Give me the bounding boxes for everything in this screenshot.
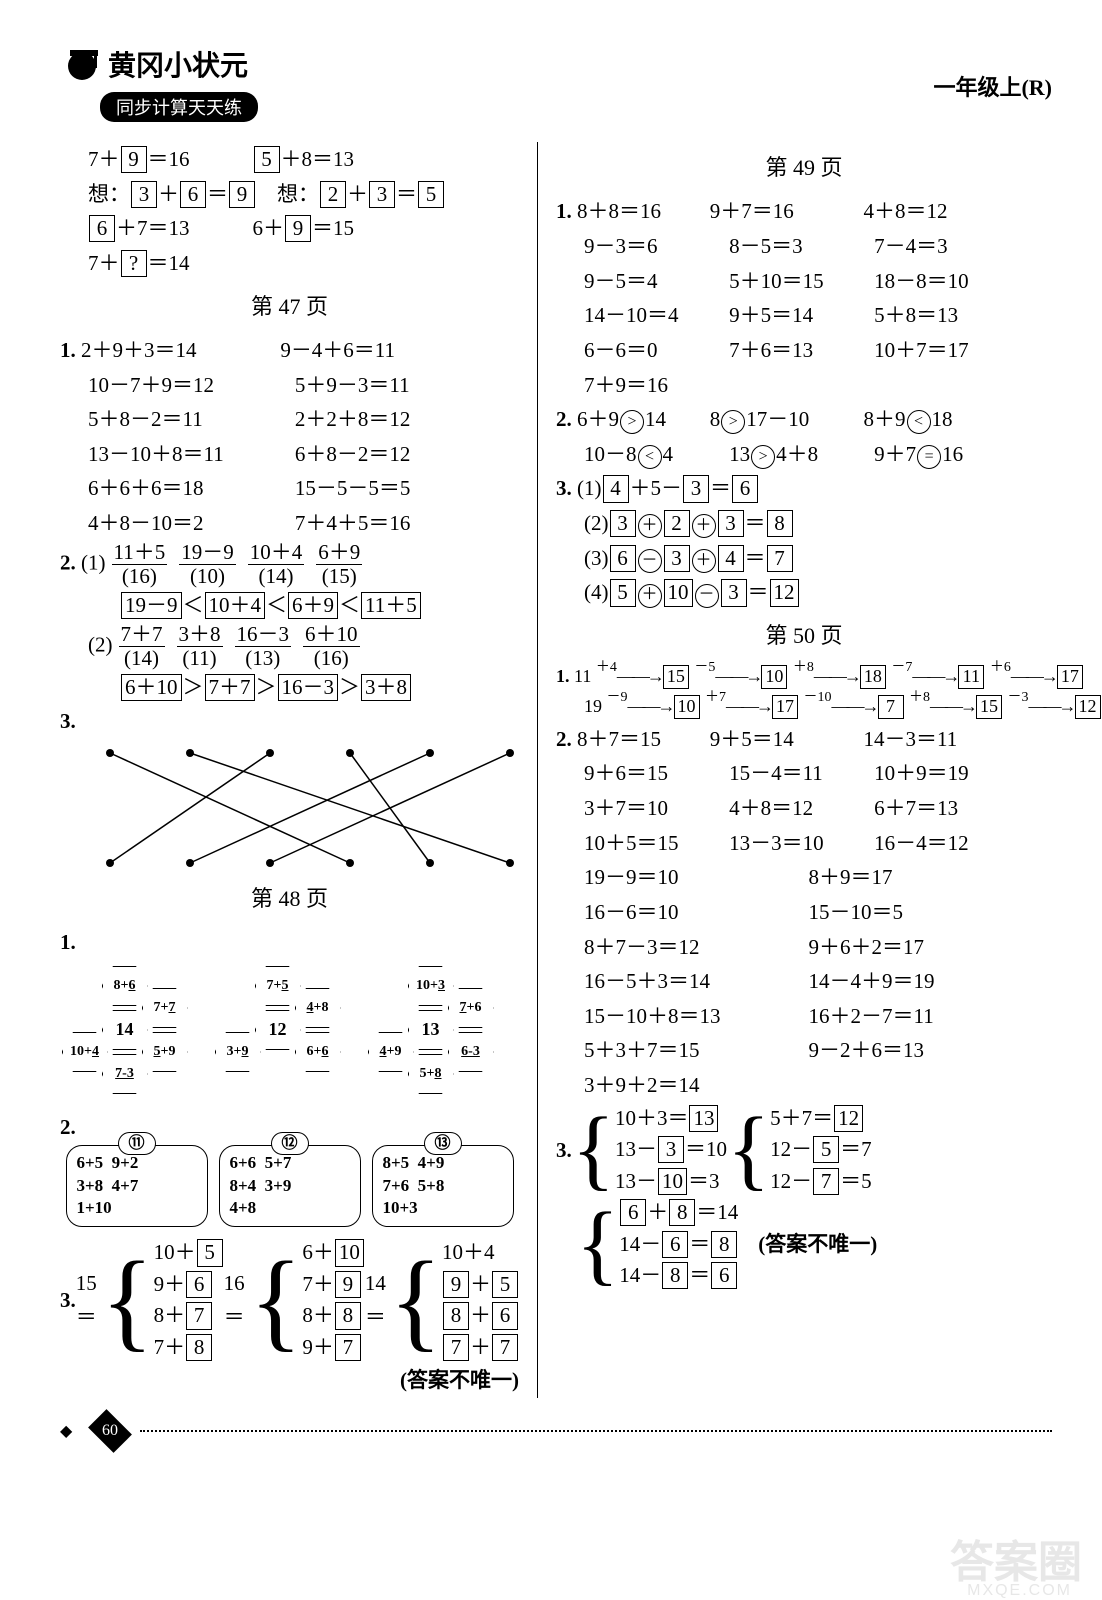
- p48-q2: 2. ⑪6+5 9+23+8 4+71+10 ⑫6+6 5+78+4 3+94+…: [60, 1110, 519, 1227]
- grade-label: 一年级上(R): [933, 70, 1052, 102]
- p47-q3: 3.: [60, 704, 519, 873]
- page-header: 黄冈小状元 同步计算天天练 一年级上(R): [60, 40, 1052, 122]
- logo-block: 黄冈小状元 同步计算天天练: [60, 40, 258, 122]
- graduate-icon: [60, 40, 108, 88]
- page-footer: ◆ 60: [60, 1418, 1052, 1444]
- page-number: 60: [88, 1409, 132, 1453]
- hex-cluster-1: 8+6 7+7 14 5+9 10+4 7-3: [62, 966, 212, 1096]
- right-column: 第 49 页 1. 8＋8＝169＋7＝164＋8＝12 9－3＝68－5＝37…: [538, 142, 1052, 1398]
- left-column: 7＋9＝16 5＋8＝13 想：3＋6＝9 想：2＋3＝5 6＋7＝13 6＋9…: [60, 142, 538, 1398]
- diamond-icon: ◆: [60, 1421, 72, 1441]
- p49-title: 第 49 页: [556, 150, 1052, 186]
- p50-q1: 1. 11 ＋4——→15 －5——→10 ＋8——→18 －7——→11 ＋6…: [556, 662, 1052, 721]
- p50-title: 第 50 页: [556, 618, 1052, 654]
- brand-title: 黄冈小状元: [108, 44, 248, 84]
- p50-q2: 2. 8＋7＝159＋5＝1414－3＝11 9＋6＝1515－4＝1110＋9…: [556, 722, 1052, 1103]
- hex-cluster-3: 10+3 7+6 13 6-3 4+9 5+8: [368, 966, 518, 1096]
- hex-cluster-2: 7+5 4+8 12 6+6 3+9: [215, 966, 365, 1096]
- brand-subtitle: 同步计算天天练: [100, 92, 258, 122]
- watermark-main: 答案圈: [950, 1526, 1082, 1590]
- p49-q2: 2. 6＋9>148>17－108＋9<18 10－8<413>4＋89＋7=1…: [556, 402, 1052, 471]
- p47-q2: 2. (1)11＋5(16)19－9(10)10＋4(14)6＋9(15) 19…: [60, 541, 519, 705]
- p48-q1: 1. 8+6 7+7 14 5+9 10+4 7-3 7+5 4+8 12: [60, 925, 519, 1096]
- card-11: ⑪6+5 9+23+8 4+71+10: [66, 1145, 208, 1228]
- p50-q3: 3. { 10＋3＝1313－3＝1013－10＝3 { 5＋7＝1212－5＝…: [556, 1103, 1052, 1292]
- watermark-sub: MXQE.COM: [967, 1582, 1072, 1600]
- p48-title: 第 48 页: [60, 881, 519, 917]
- p47-q1: 1. 2＋9＋3＝149－4＋6＝11 10－7＋9＝125＋9－3＝11 5＋…: [60, 333, 519, 541]
- card-12: ⑫6+6 5+78+4 3+94+8: [219, 1145, 361, 1228]
- p49-q1: 1. 8＋8＝169＋7＝164＋8＝12 9－3＝68－5＝37－4＝3 9－…: [556, 194, 1052, 402]
- p47-title: 第 47 页: [60, 289, 519, 325]
- note-1: (答案不唯一): [400, 1368, 519, 1392]
- note-2: (答案不唯一): [758, 1227, 877, 1262]
- card-13: ⑬8+5 4+97+6 5+810+3: [372, 1145, 514, 1228]
- p49-q3: 3. (1)4＋5－3＝6 (2)3＋2＋3＝8 (3)6－3＋4＝7 (4)5…: [556, 471, 1052, 610]
- matching-diagram: [60, 743, 519, 873]
- top-block: 7＋9＝16 5＋8＝13 想：3＋6＝9 想：2＋3＝5 6＋7＝13 6＋9…: [60, 142, 519, 281]
- p48-q3: 3. 15＝{ 10＋59＋68＋77＋8 16＝{ 6＋107＋98＋89＋7…: [60, 1237, 519, 1363]
- dotted-rule: [140, 1430, 1052, 1432]
